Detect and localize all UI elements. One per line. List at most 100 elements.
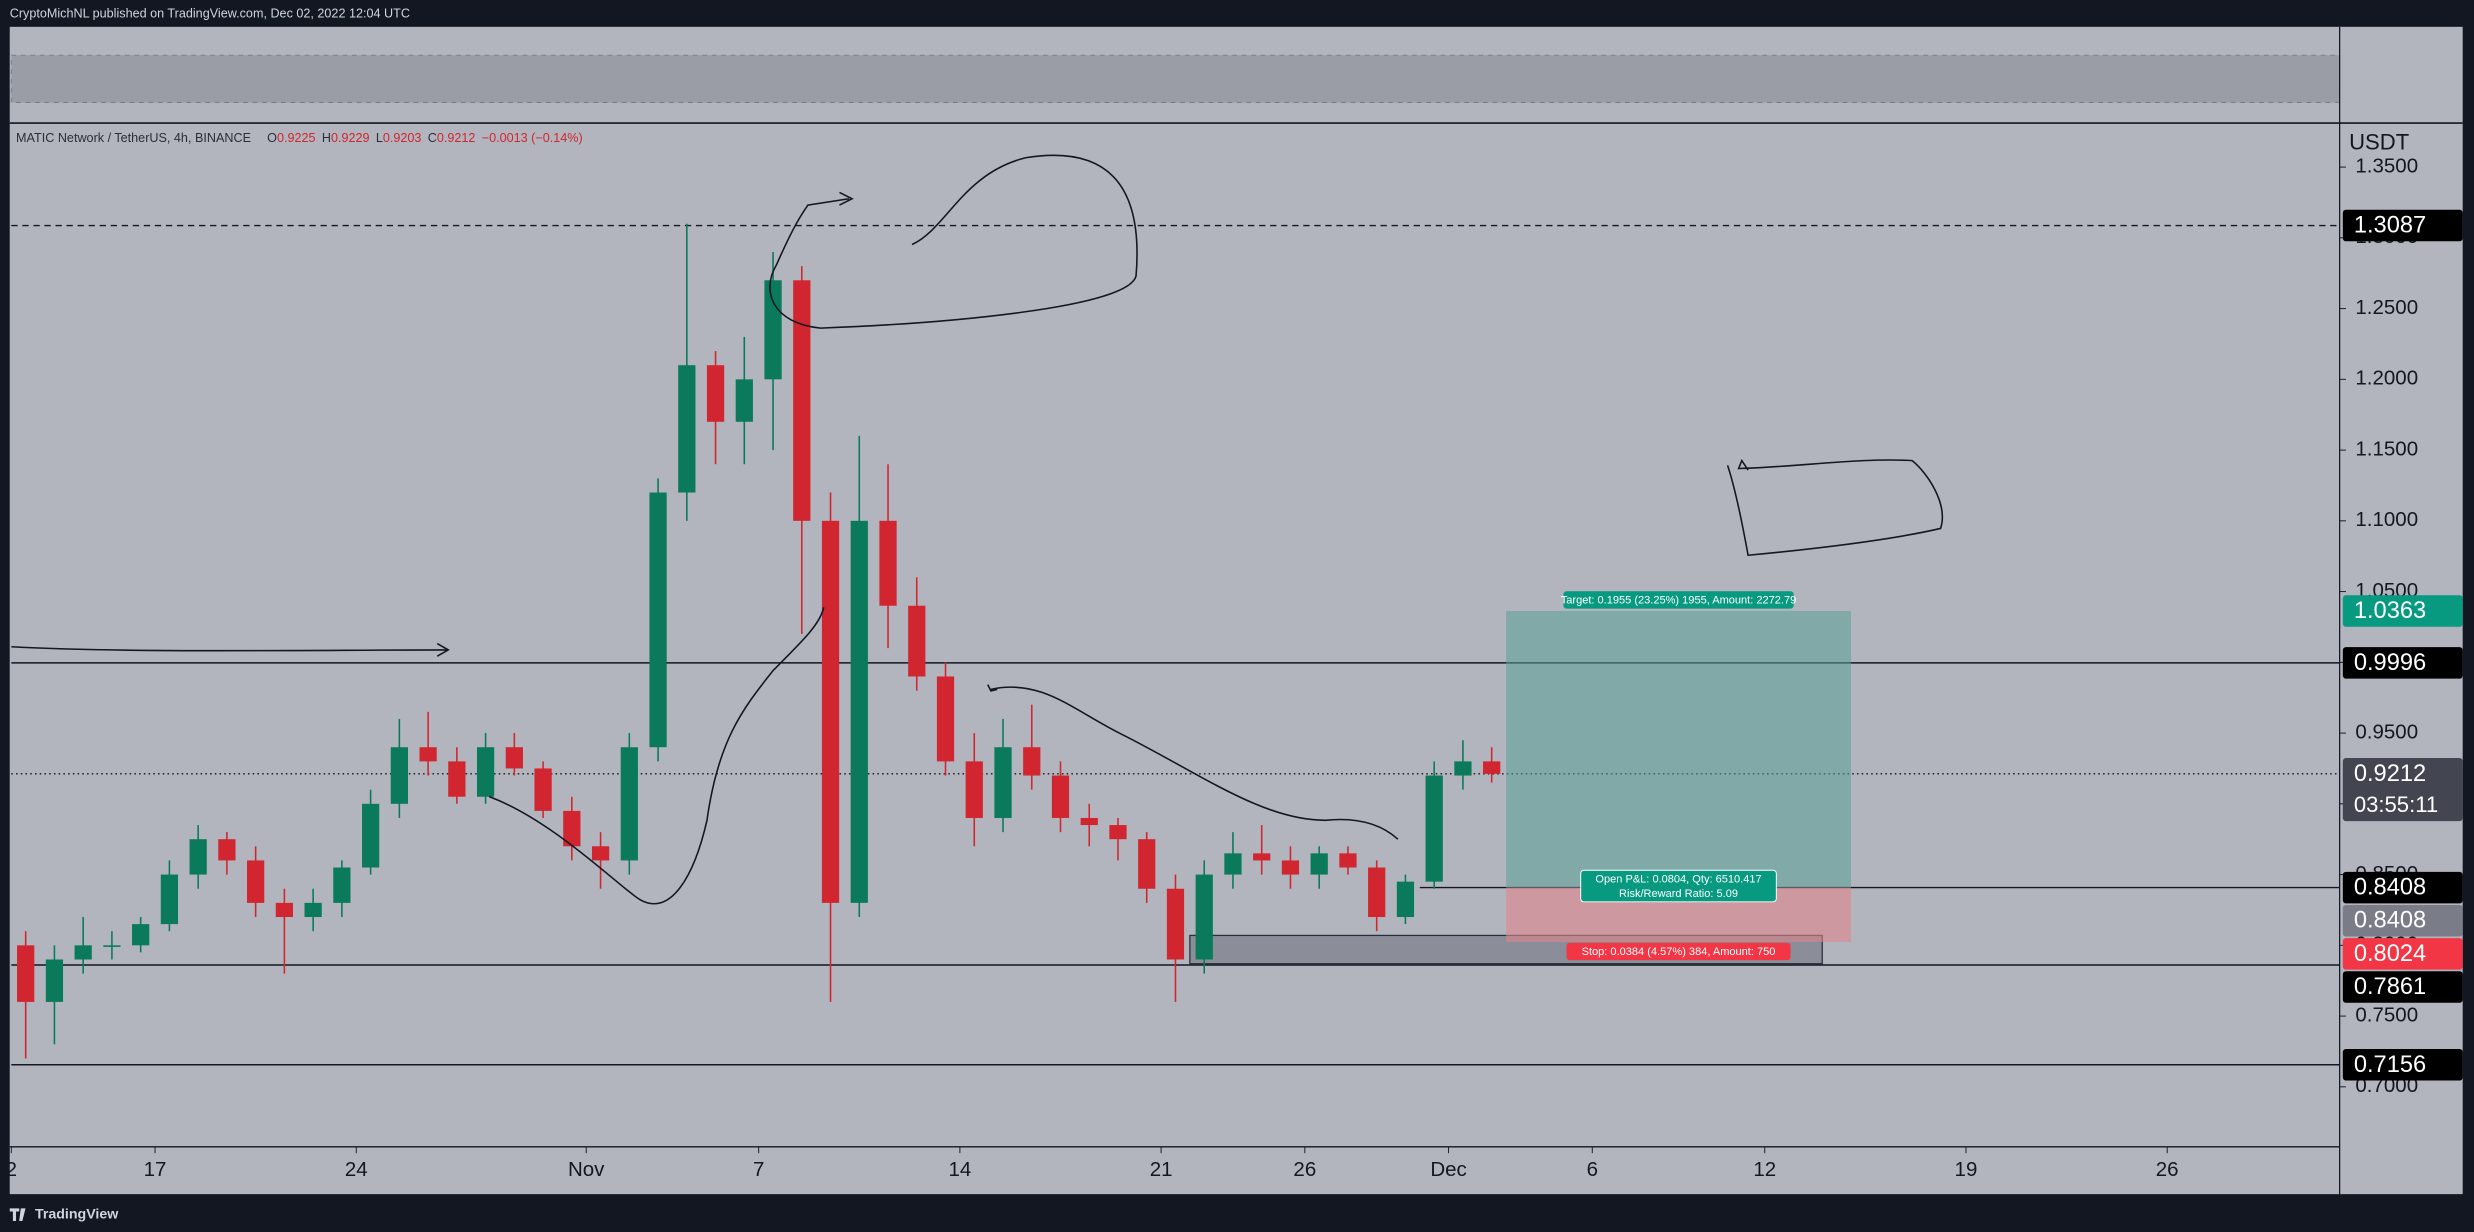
price-label-box: [2342, 209, 2463, 242]
x-tick-label: 19: [1955, 1158, 1978, 1181]
candle-body: [1080, 817, 1098, 826]
price-labels: 1.3087 1.0363 0.9996 0.9212 03:55:11 0.8408 0.…: [2342, 209, 2463, 1081]
y-tick-label: 0.7500: [2355, 1003, 2418, 1026]
candle-body: [735, 379, 753, 422]
price-label-box: [2342, 758, 2463, 822]
target-label-box: [1563, 591, 1794, 609]
price-label: 0.8024: [2354, 941, 2426, 967]
legend-change: −0.0013 (−0.14%): [482, 131, 583, 145]
candle-body: [879, 520, 897, 606]
candle-body: [1310, 853, 1328, 875]
y-tick-label: 1.1000: [2355, 508, 2418, 531]
pnl-box: [1580, 869, 1777, 903]
x-tick-label: Nov: [568, 1158, 605, 1181]
candle-body: [1253, 853, 1271, 861]
x-tick-label: 21: [1150, 1158, 1173, 1181]
candle-body: [793, 280, 811, 521]
candle-body: [189, 839, 207, 875]
price-label-box: [2342, 595, 2463, 627]
oscillator-band: [10, 54, 2341, 104]
price-label: 0.8408: [2354, 875, 2426, 901]
candle-body: [448, 761, 466, 797]
arrow-head: [436, 642, 450, 657]
candle-body: [17, 945, 35, 1002]
candle-body: [1454, 761, 1472, 776]
freehand-curve: [489, 607, 825, 905]
candle-body: [74, 945, 92, 960]
price-label: 1.3087: [2354, 213, 2426, 239]
candle-body: [1138, 839, 1156, 889]
logo: [9, 1208, 26, 1221]
price-label-box: [2342, 871, 2463, 904]
candle-body: [706, 365, 725, 422]
candle-body: [476, 747, 495, 797]
candle-body: [850, 520, 868, 903]
candle-body: [1425, 775, 1443, 882]
candle-body: [505, 747, 523, 769]
candle-body: [1195, 874, 1213, 960]
target-zone: [1506, 610, 1851, 888]
arrow-head: [987, 684, 998, 692]
candle-body: [1224, 853, 1242, 875]
price-label: 0.7156: [2354, 1052, 2426, 1078]
candle-body: [563, 810, 581, 847]
price-label: 0.8408: [2354, 908, 2426, 934]
x-tick-label: 26: [2156, 1158, 2179, 1181]
legend-key: H: [322, 131, 331, 145]
price-label: 0.9212: [2354, 761, 2426, 787]
freehand-loop: [769, 154, 1138, 329]
price-label-box: [2342, 938, 2463, 970]
price-label-box: [2342, 971, 2463, 1003]
pnl-label: Risk/Reward Ratio: 5.09: [1619, 888, 1738, 900]
freehand-arrow: [11, 645, 447, 652]
x-tick-label: 14: [948, 1158, 971, 1181]
candle-body: [591, 846, 610, 861]
price-label-box: [2342, 1048, 2463, 1081]
x-tick-label: 7: [753, 1158, 764, 1181]
x-tick-label: 26: [1293, 1158, 1316, 1181]
candle-body: [247, 860, 265, 903]
legend-key: O: [267, 131, 277, 145]
candle-body: [678, 365, 696, 493]
legend-value: 0.9225: [277, 131, 316, 145]
stop-label-box: [1566, 942, 1791, 961]
candle-body: [821, 520, 840, 903]
x-tick-label: 6: [1587, 1158, 1598, 1181]
legend-value: 0.9212: [437, 131, 476, 145]
price-label-box: [2342, 904, 2463, 937]
candle-body: [160, 874, 179, 925]
candle-body: [965, 761, 983, 818]
candle-body: [1368, 867, 1386, 918]
legend-value: 0.9203: [383, 131, 422, 145]
candle-body: [390, 747, 408, 804]
candle-body: [1396, 881, 1415, 918]
publisher: CryptoMichNL published on TradingView.co…: [10, 7, 410, 21]
drawings: [11, 154, 1943, 905]
candles: [17, 223, 1501, 1059]
legend-key: L: [376, 131, 383, 145]
legend: MATIC Network / TetherUS, 4h, BINANCE O0…: [16, 131, 583, 145]
candle-body: [1281, 860, 1300, 875]
freehand-box: [1726, 458, 1943, 557]
candle-body: [419, 747, 437, 762]
candle-body: [1166, 888, 1185, 960]
y-tick-label: 1.2500: [2355, 296, 2418, 319]
y-tick-label: 1.1500: [2355, 438, 2418, 461]
candle-body: [361, 803, 380, 868]
candle-body: [1109, 825, 1127, 840]
candle-body: [275, 902, 294, 918]
x-tick-label: Dec: [1430, 1158, 1466, 1181]
arrow-head: [839, 191, 854, 206]
footer: [0, 1195, 2474, 1232]
stop-label: Stop: 0.0384 (4.57%) 384, Amount: 750: [1582, 946, 1776, 958]
price-label: 0.9996: [2354, 650, 2426, 676]
x-tick-label: 17: [144, 1158, 167, 1181]
candle-body: [936, 676, 955, 762]
price-label: 1.0363: [2354, 598, 2426, 624]
chart-background: [9, 26, 2463, 1195]
legend-value: 0.9229: [331, 131, 370, 145]
price-label-box: [2342, 647, 2463, 679]
candle-body: [1483, 761, 1501, 774]
symbol: MATIC Network / TetherUS, 4h, BINANCE: [16, 131, 251, 145]
